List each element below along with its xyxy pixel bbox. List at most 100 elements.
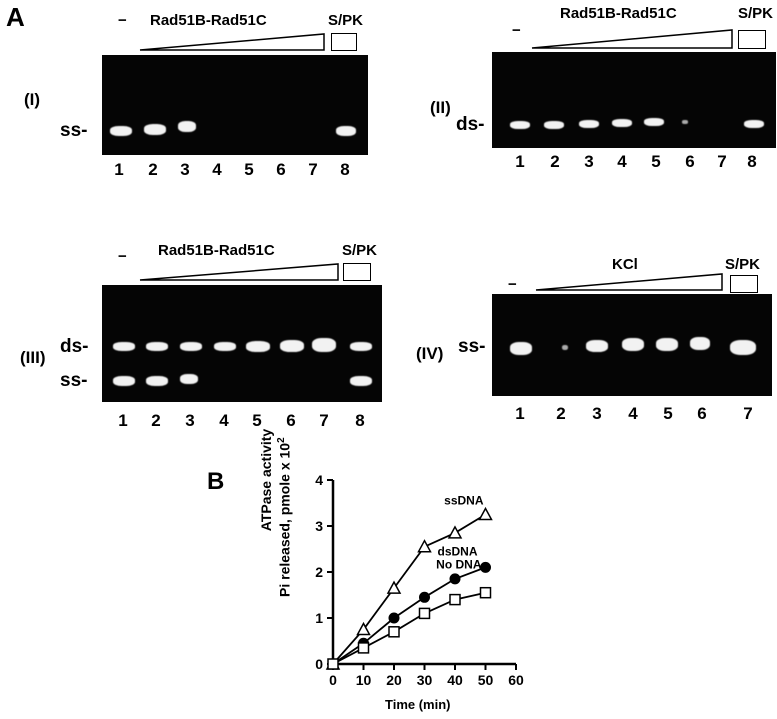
lane-number: 5 [244,160,254,179]
y-axis-label-text: Pi released, pmole x 10 [276,442,293,597]
no-protein-dash: − [118,12,127,29]
band-label-ss: ss- [458,336,486,357]
data-point-triangle [478,506,493,521]
gel-band [110,126,132,136]
lane-number: 8 [747,152,757,171]
x-tick-label: 0 [329,672,337,688]
control-box [343,263,371,281]
lane-number: 2 [550,152,560,171]
panel-header: KCl [612,256,638,273]
lane-number: 3 [180,160,190,179]
x-tick-label: 60 [508,672,524,688]
gel-band [336,126,356,136]
panel-label: (I) [24,90,41,109]
panel-header: Rad51B-Rad51C [158,242,275,259]
x-tick-label: 40 [447,672,463,688]
lane-number: 3 [185,411,195,430]
lane-number: 8 [340,160,350,179]
series-label-ssdna: ssDNA [444,494,484,508]
gel-band [730,340,756,355]
concentration-wedge [139,33,325,51]
gel-image [492,52,776,148]
gel-image [102,55,368,155]
data-point-square [327,658,339,670]
x-tick-label: 30 [417,672,433,688]
lane-number: 4 [617,152,627,171]
series-line-no-dna [332,591,486,665]
data-point-square [418,607,431,620]
band-label-ds: ds- [60,336,89,357]
lane-number: 1 [515,404,525,423]
control-label: S/PK [725,256,761,273]
gel-band [350,342,372,351]
gel-band [180,342,202,351]
y-tick-label: 1 [315,610,323,626]
lane-number: 8 [355,411,365,430]
figure-letter-a: A [6,2,25,32]
lane-number: 3 [592,404,602,423]
gel-band [562,345,568,350]
panel-label: (II) [430,98,451,117]
lane-number: 6 [276,160,286,179]
series-label-dsdna: dsDNA [437,544,477,558]
gel-band [312,338,336,352]
lane-number: 4 [219,411,229,430]
control-box [730,275,758,293]
lane-number: 5 [663,404,673,423]
lane-number: 2 [148,160,158,179]
data-point-triangle [417,539,432,553]
gel-band [586,340,608,352]
gel-band [744,120,764,128]
x-tick-label: 10 [356,672,372,688]
lane-number: 6 [685,152,695,171]
data-point-filled-circle [449,573,461,585]
gel-band [113,376,135,386]
control-label: S/PK [738,5,774,22]
gel-image [492,294,772,396]
gel-band [510,121,530,129]
no-protein-dash: − [512,22,521,39]
gel-band [579,120,599,128]
data-point-filled-circle [419,591,430,603]
series-label-no-dna: No DNA [436,558,482,572]
figure-letter-b: B [207,468,225,495]
data-point-square [388,626,400,638]
data-point-triangle [356,621,371,636]
gel-band [146,376,168,386]
lane-number: 1 [118,411,128,430]
x-tick-label: 50 [478,672,494,688]
y-axis-label-line2: Pi released, pmole x 102 [276,437,293,597]
panel-header: Rad51B-Rad51C [560,5,677,22]
lane-number: 4 [212,160,222,179]
gel-band [214,342,236,351]
no-salt-dash: − [508,276,517,293]
lane-number: 6 [697,404,707,423]
lane-number: 1 [515,152,525,171]
data-point-filled-circle [480,561,491,573]
band-label-ds: ds- [456,114,485,135]
data-point-square [357,642,370,654]
lane-number: 4 [628,404,638,423]
lane-number: 5 [651,152,661,171]
lane-number: 2 [556,404,566,423]
y-axis-label-exponent: 2 [276,437,287,443]
band-label-ss: ss- [60,120,88,141]
gel-band [690,337,710,350]
lane-number: 7 [319,411,329,430]
concentration-wedge [139,263,339,281]
y-tick-label: 0 [315,656,323,672]
series-line-dsdna [332,566,486,665]
control-label: S/PK [328,12,364,29]
control-box [331,33,357,51]
gel-image [102,285,382,402]
lane-number: 1 [114,160,124,179]
lane-number: 7 [717,152,727,171]
control-label: S/PK [342,242,378,259]
no-protein-dash: − [118,248,127,265]
gel-band [510,342,532,355]
lane-number: 5 [252,411,262,430]
gel-band [622,338,644,351]
x-tick-label: 20 [386,672,402,688]
x-axis-label: Time (min) [385,697,451,712]
